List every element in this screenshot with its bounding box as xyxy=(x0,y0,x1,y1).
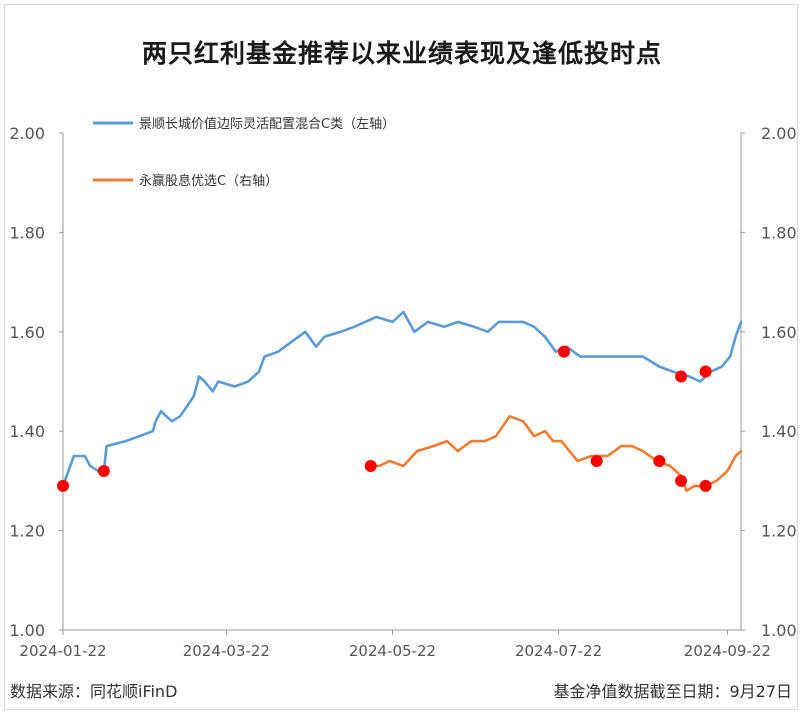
y-right-tick-label: 2.00 xyxy=(761,124,797,143)
buy-point-marker xyxy=(97,464,110,477)
buy-point-marker xyxy=(558,345,571,358)
y-right-tick-label: 1.80 xyxy=(761,223,797,242)
x-tick-label: 2024-09-22 xyxy=(684,642,771,660)
buy-point-marker xyxy=(57,479,69,492)
data-cutoff-note: 基金净值数据截至日期：9月27日 xyxy=(553,682,792,701)
y-left-tick-label: 1.60 xyxy=(9,323,45,342)
x-tick-label: 2024-05-22 xyxy=(349,642,436,660)
y-left-tick-label: 1.40 xyxy=(9,422,45,441)
x-tick-label: 2024-01-22 xyxy=(19,642,106,660)
buy-point-marker xyxy=(364,459,377,472)
buy-point-marker xyxy=(653,455,666,468)
y-left-tick-label: 1.20 xyxy=(9,522,45,541)
chart-frame xyxy=(4,4,798,710)
legend-label-1: 景顺长城价值边际灵活配置混合C类（左轴） xyxy=(139,116,395,132)
y-left-tick-label: 1.80 xyxy=(9,223,45,242)
y-right-tick-label: 1.60 xyxy=(761,323,797,342)
legend-label-2: 永赢股息优选C（右轴） xyxy=(139,173,278,189)
y-left-tick-label: 2.00 xyxy=(9,124,45,143)
buy-point-marker xyxy=(675,370,688,383)
buy-point-marker xyxy=(590,455,603,468)
y-left-tick-label: 1.00 xyxy=(9,621,45,640)
buy-point-marker xyxy=(699,479,712,492)
data-source-note: 数据来源：同花顺iFinD xyxy=(10,682,178,701)
series-line-2 xyxy=(369,414,743,493)
buy-point-marker xyxy=(675,474,688,487)
buy-point-marker xyxy=(699,365,712,378)
series-line-1 xyxy=(61,310,743,488)
x-tick-label: 2024-03-22 xyxy=(183,642,270,660)
chart-title: 两只红利基金推荐以来业绩表现及逢低投时点 xyxy=(141,39,662,68)
y-right-tick-label: 1.20 xyxy=(761,522,797,541)
y-right-tick-label: 1.40 xyxy=(761,422,797,441)
y-right-tick-label: 1.00 xyxy=(761,621,797,640)
x-tick-label: 2024-07-22 xyxy=(515,642,602,660)
